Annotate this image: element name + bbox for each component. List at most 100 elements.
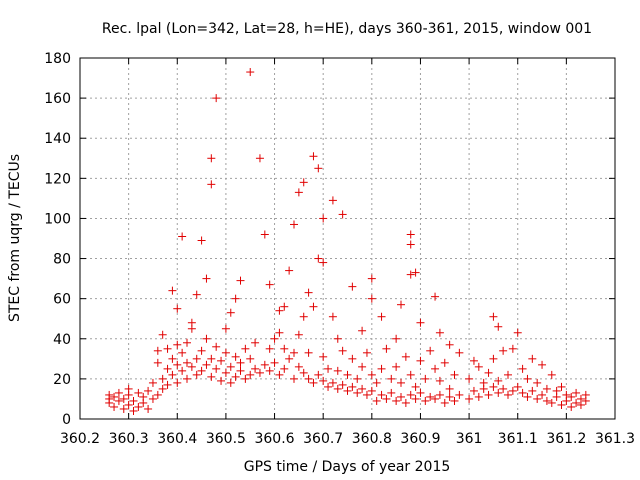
data-point xyxy=(144,404,153,413)
data-point xyxy=(236,358,245,367)
data-point xyxy=(260,230,269,239)
data-point xyxy=(294,330,303,339)
y-tick-label: 40 xyxy=(53,332,71,348)
data-point xyxy=(572,398,581,407)
data-point xyxy=(314,254,323,263)
data-point xyxy=(226,308,235,317)
data-point xyxy=(173,340,182,349)
data-point xyxy=(372,396,381,405)
data-point xyxy=(251,338,260,347)
data-point xyxy=(367,294,376,303)
data-point xyxy=(280,344,289,353)
data-point xyxy=(387,374,396,383)
data-point xyxy=(153,358,162,367)
data-point xyxy=(168,286,177,295)
data-point xyxy=(324,364,333,373)
data-point xyxy=(406,370,415,379)
data-point xyxy=(542,396,551,405)
tick-marks xyxy=(79,57,616,420)
data-points xyxy=(105,68,590,415)
data-point xyxy=(114,388,123,397)
data-point xyxy=(110,402,119,411)
data-point xyxy=(411,394,420,403)
data-point xyxy=(513,328,522,337)
data-point xyxy=(153,390,162,399)
data-point xyxy=(173,360,182,369)
data-point xyxy=(158,330,167,339)
x-tick-label: 360.3 xyxy=(109,431,149,447)
data-point xyxy=(251,364,260,373)
data-point xyxy=(362,390,371,399)
data-point xyxy=(406,390,415,399)
data-point xyxy=(533,394,542,403)
data-point xyxy=(280,364,289,373)
data-point xyxy=(324,382,333,391)
data-point xyxy=(465,394,474,403)
data-point xyxy=(192,290,201,299)
data-point xyxy=(494,376,503,385)
data-point xyxy=(255,368,264,377)
x-tick-label: 360.2 xyxy=(60,431,100,447)
data-point xyxy=(124,400,133,409)
data-point xyxy=(367,274,376,283)
data-point xyxy=(523,374,532,383)
data-point xyxy=(455,390,464,399)
data-point xyxy=(197,366,206,375)
data-point xyxy=(212,342,221,351)
data-point xyxy=(304,348,313,357)
y-tick-label: 120 xyxy=(44,171,71,187)
data-point xyxy=(440,358,449,367)
x-tick-label: 361.1 xyxy=(498,431,538,447)
data-point xyxy=(246,370,255,379)
data-point xyxy=(285,354,294,363)
data-point xyxy=(319,376,328,385)
data-point xyxy=(499,384,508,393)
data-point xyxy=(192,370,201,379)
data-point xyxy=(406,230,415,239)
data-point xyxy=(221,324,230,333)
data-point xyxy=(328,312,337,321)
data-point xyxy=(474,392,483,401)
data-point xyxy=(435,376,444,385)
data-point xyxy=(231,294,240,303)
data-point xyxy=(445,340,454,349)
y-tick-label: 100 xyxy=(44,211,71,227)
data-point xyxy=(285,266,294,275)
data-point xyxy=(226,362,235,371)
data-point xyxy=(421,374,430,383)
data-point xyxy=(416,388,425,397)
data-point xyxy=(455,348,464,357)
data-point xyxy=(275,370,284,379)
data-point xyxy=(168,354,177,363)
data-point xyxy=(513,382,522,391)
data-point xyxy=(445,384,454,393)
data-point xyxy=(523,392,532,401)
chart-title: Rec. lpal (Lon=342, Lat=28, h=HE), days … xyxy=(102,21,592,37)
data-point xyxy=(338,346,347,355)
data-point xyxy=(547,370,556,379)
data-point xyxy=(158,384,167,393)
data-point xyxy=(333,384,342,393)
data-point xyxy=(411,382,420,391)
data-point xyxy=(440,398,449,407)
data-point xyxy=(158,374,167,383)
data-point xyxy=(377,364,386,373)
data-point xyxy=(192,354,201,363)
data-point xyxy=(212,94,221,103)
data-point xyxy=(294,362,303,371)
data-point xyxy=(377,312,386,321)
data-point xyxy=(533,378,542,387)
data-point xyxy=(494,388,503,397)
data-point xyxy=(406,240,415,249)
data-point xyxy=(144,386,153,395)
data-point xyxy=(572,388,581,397)
data-point xyxy=(518,388,527,397)
x-tick-labels: 360.2 360.3 360.4 360.5 360.6 360.7 360.8 360.9… xyxy=(60,431,635,447)
data-point xyxy=(226,378,235,387)
data-point xyxy=(207,154,216,163)
data-point xyxy=(426,392,435,401)
data-point xyxy=(221,348,230,357)
data-point xyxy=(183,358,191,367)
data-point xyxy=(114,396,123,405)
